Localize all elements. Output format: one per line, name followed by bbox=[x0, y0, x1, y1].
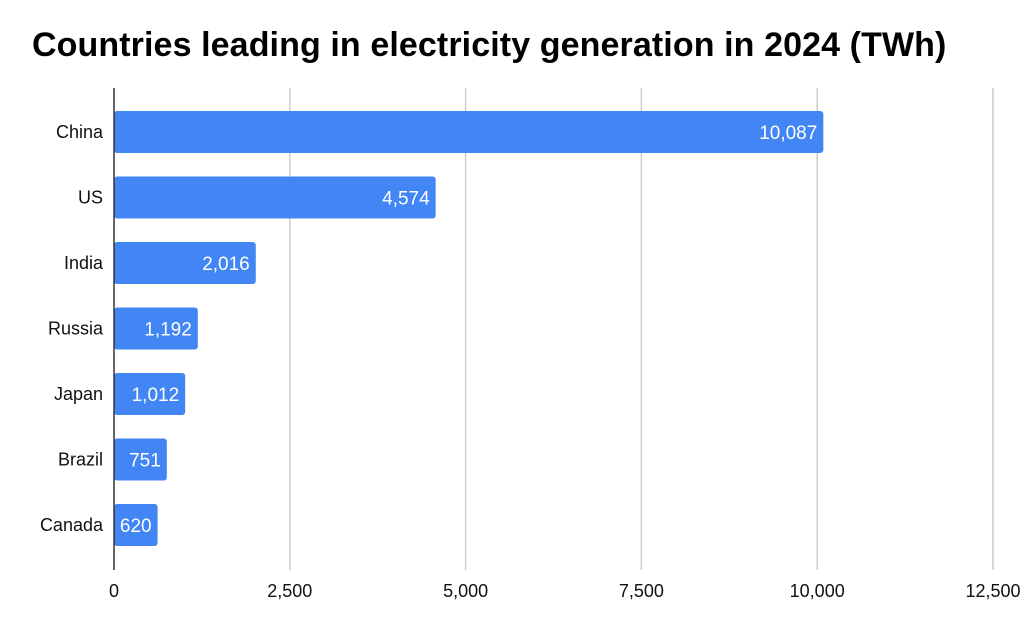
bar bbox=[114, 176, 436, 219]
category-label: US bbox=[78, 188, 103, 208]
chart-title: Countries leading in electricity generat… bbox=[32, 26, 947, 64]
labels: 0 2,500 5,000 7,500 10,000 12,500 China 10,087 U… bbox=[40, 122, 1021, 601]
category-label: Japan bbox=[54, 384, 103, 404]
x-tick-label: 7,500 bbox=[619, 581, 664, 601]
value-label: 620 bbox=[120, 516, 152, 537]
bar bbox=[114, 307, 198, 350]
value-label: 751 bbox=[129, 451, 161, 472]
x-tick-label: 5,000 bbox=[443, 581, 488, 601]
value-label: 1,192 bbox=[144, 320, 192, 341]
category-label: China bbox=[56, 122, 104, 142]
x-tick-label: 2,500 bbox=[267, 581, 312, 601]
x-tick-label: 12,500 bbox=[965, 581, 1020, 601]
value-label: 4,574 bbox=[382, 189, 430, 210]
category-label: Russia bbox=[48, 319, 104, 339]
bar bbox=[114, 242, 256, 284]
value-label: 2,016 bbox=[202, 254, 250, 275]
bar bbox=[114, 111, 824, 153]
value-label: 1,012 bbox=[132, 385, 180, 406]
bar bbox=[114, 373, 186, 415]
category-label: Canada bbox=[40, 515, 104, 535]
category-label: Brazil bbox=[58, 450, 103, 470]
bar bbox=[114, 504, 158, 546]
value-label: 10,087 bbox=[759, 123, 817, 144]
bars bbox=[114, 111, 824, 546]
bar bbox=[114, 438, 167, 481]
category-label: India bbox=[64, 253, 104, 273]
gridlines bbox=[289, 88, 994, 570]
x-tick-label: 10,000 bbox=[790, 581, 845, 601]
x-tick-label: 0 bbox=[109, 581, 119, 601]
